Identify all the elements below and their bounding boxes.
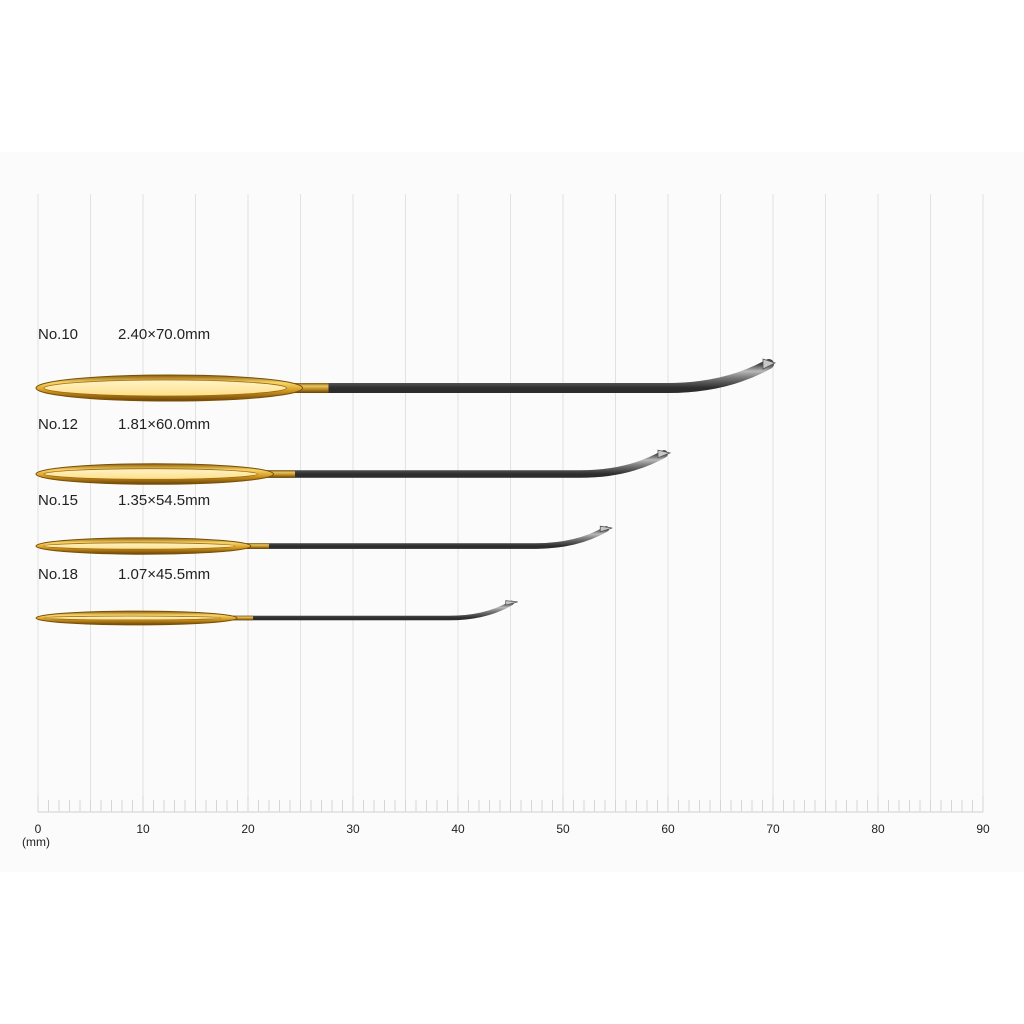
needle-size-label: 1.07×45.5mm bbox=[118, 566, 211, 583]
tick-label: 80 bbox=[871, 822, 885, 836]
needle-eye bbox=[43, 615, 222, 621]
needle-point bbox=[599, 525, 613, 533]
tick-label: 70 bbox=[766, 822, 780, 836]
ruler: 0 10 20 30 40 50 60 70 80 90 bbox=[35, 796, 990, 836]
needle-scale-diagram: 0 10 20 30 40 50 60 70 80 90 (mm) bbox=[22, 194, 990, 849]
needle-no15 bbox=[35, 525, 613, 555]
needle-shaft-edge bbox=[289, 359, 774, 393]
tick-label: 90 bbox=[976, 822, 990, 836]
unit-label: (mm) bbox=[22, 835, 50, 849]
tick-label: 20 bbox=[241, 822, 255, 836]
needle-number-label: No.15 bbox=[38, 492, 79, 509]
needle-shaft-edge bbox=[226, 600, 514, 621]
needle-size-label: 1.35×54.5mm bbox=[118, 492, 211, 509]
needle-shaft bbox=[261, 450, 668, 478]
tick-label: 0 bbox=[35, 822, 42, 836]
needle-point bbox=[657, 449, 672, 459]
needle-no10 bbox=[35, 358, 777, 402]
needle-gold-neck bbox=[227, 615, 254, 621]
needle-no18 bbox=[35, 600, 518, 626]
tick-label: 30 bbox=[346, 822, 360, 836]
needle-no12 bbox=[35, 449, 672, 485]
needle-eye bbox=[43, 379, 287, 397]
needle-shaft bbox=[226, 600, 514, 621]
needles bbox=[35, 358, 777, 626]
tick-label: 40 bbox=[451, 822, 465, 836]
needle-eye bbox=[43, 468, 258, 480]
needle-point bbox=[505, 600, 518, 606]
needle-eye bbox=[43, 542, 236, 550]
needle-shaft bbox=[240, 526, 610, 549]
tick-label: 50 bbox=[556, 822, 570, 836]
tick-label: 60 bbox=[661, 822, 675, 836]
tick-label: 10 bbox=[136, 822, 150, 836]
gridlines bbox=[37, 194, 984, 812]
needle-number-label: No.18 bbox=[38, 566, 79, 583]
needle-gold-neck bbox=[263, 470, 296, 478]
needle-size-label: 2.40×70.0mm bbox=[118, 326, 211, 343]
needle-size-label: 1.81×60.0mm bbox=[118, 416, 211, 433]
needle-shaft-edge bbox=[240, 526, 610, 549]
needle-shaft-edge bbox=[261, 450, 668, 478]
needle-number-label: No.10 bbox=[38, 326, 79, 343]
needle-shaft bbox=[289, 359, 774, 393]
needle-number-label: No.12 bbox=[38, 416, 79, 433]
scale-panel: 0 10 20 30 40 50 60 70 80 90 (mm) No.10 2.40×70.0m… bbox=[0, 152, 1024, 872]
needle-gold-neck bbox=[292, 383, 329, 393]
needle-point bbox=[762, 358, 777, 370]
needle-gold-neck bbox=[240, 543, 269, 549]
